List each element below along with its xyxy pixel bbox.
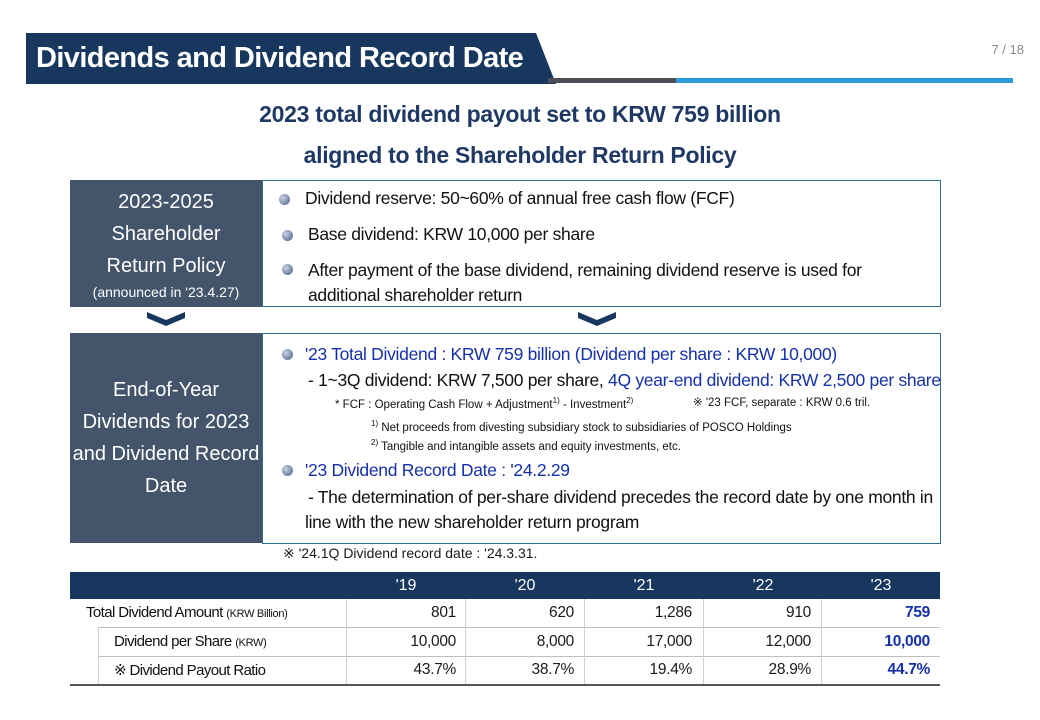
column-header-2021: '21: [633, 577, 655, 594]
column-header-2022: '22: [752, 577, 774, 594]
year-end-content-box: [262, 333, 941, 544]
table-row-label-payout: ※ Dividend Payout Ratio: [114, 662, 266, 679]
footnote-1-text: Net proceeds from divesting subsidiary s…: [381, 421, 792, 434]
quarterly-dividend-part: - 1~3Q dividend: KRW 7,500 per share,: [308, 370, 609, 390]
determination-line-1: - The determination of per-share dividen…: [308, 487, 933, 507]
column-divider: [821, 599, 822, 684]
table-cell: 19.4%: [649, 661, 693, 678]
footnote-2-marker: 2): [371, 438, 379, 447]
subtitle-line-2: aligned to the Shareholder Return Policy: [303, 142, 737, 168]
policy-bullet-remaining-cont: additional shareholder return: [308, 285, 523, 305]
chevron-down-icon: [147, 312, 185, 326]
table-cell: 910: [786, 604, 811, 621]
page-number: 7 / 18: [991, 42, 1024, 57]
table-cell: 620: [549, 604, 574, 621]
column-header-2020: '20: [514, 577, 536, 594]
header-rule-dark: [548, 78, 676, 83]
column-header-2023: '23: [870, 577, 892, 594]
policy-label-line-2: Shareholder: [111, 223, 221, 245]
footnote-2: 2) Tangible and intangible assets and eq…: [371, 438, 681, 453]
footnote-1: 1) Net proceeds from divesting subsidiar…: [371, 419, 792, 434]
fcf-formula-sup-1: 1): [552, 396, 560, 405]
fcf-formula-sup-2: 2): [626, 396, 634, 405]
table-cell: 12,000: [765, 633, 811, 650]
total-label-unit: (KRW Billion): [226, 608, 288, 620]
column-divider: [346, 599, 347, 684]
policy-label: 2023-2025 Shareholder Return Policy: [70, 186, 262, 282]
subtitle-line-1: 2023 total dividend payout set to KRW 75…: [259, 101, 781, 127]
policy-bullet-reserve: Dividend reserve: 50~60% of annual free …: [305, 188, 735, 208]
table-cell: 8,000: [536, 633, 575, 650]
chevron-down-icon: [578, 312, 616, 326]
table-cell-highlight: 759: [905, 604, 930, 621]
policy-label-line-1: 2023-2025: [118, 191, 214, 213]
fcf-formula-b: - Investment: [559, 398, 627, 411]
footnote-2-text: Tangible and intangible assets and equit…: [381, 440, 681, 453]
table-cell: 10,000: [410, 633, 456, 650]
year-end-label-line-3: and Dividend Record: [72, 443, 260, 465]
table-header: [70, 572, 940, 599]
row-divider: [98, 656, 940, 657]
bullet-icon: [282, 230, 293, 241]
table-cell: 1,286: [654, 604, 693, 621]
column-divider: [584, 599, 585, 684]
year-end-label: End-of-Year Dividends for 2023 and Divid…: [70, 374, 262, 502]
dps-label-unit: (KRW): [235, 637, 267, 649]
table-row-label-total: Total Dividend Amount (KRW Billion): [86, 604, 288, 621]
footnote-1-marker: 1): [371, 419, 379, 428]
table-cell-highlight: 44.7%: [887, 661, 931, 678]
year-end-label-line-4: Date: [144, 475, 188, 497]
policy-bullet-base: Base dividend: KRW 10,000 per share: [308, 224, 595, 244]
table-cell: 801: [431, 604, 456, 621]
total-dividend-headline: '23 Total Dividend : KRW 759 billion (Di…: [305, 344, 837, 364]
determination-line-2: line with the new shareholder return pro…: [305, 512, 640, 532]
fcf-formula: * FCF : Operating Cash Flow + Adjustment…: [335, 396, 633, 411]
table-bottom-rule: [70, 684, 940, 686]
year-end-label-box: [70, 333, 262, 543]
year-end-label-line-2: Dividends for 2023: [82, 411, 250, 433]
table-cell-highlight: 10,000: [884, 633, 930, 650]
header-rule-blue: [676, 78, 1013, 83]
title-banner: [26, 33, 556, 84]
dps-label-text: Dividend per Share: [114, 633, 232, 650]
policy-content-box: [262, 180, 941, 307]
page-title: Dividends and Dividend Record Date: [36, 42, 524, 74]
bullet-icon: [279, 194, 290, 205]
year-end-label-line-1: End-of-Year: [113, 379, 219, 401]
bullet-icon: [282, 264, 293, 275]
bullet-icon: [282, 465, 293, 476]
policy-bullet-remaining: After payment of the base dividend, rema…: [308, 260, 862, 280]
column-header-2019: '19: [395, 577, 417, 594]
table-row-label-dps: Dividend per Share (KRW): [114, 633, 267, 650]
year-end-dividend-part: 4Q year-end dividend: KRW 2,500 per shar…: [608, 370, 941, 390]
policy-label-box: [70, 180, 262, 307]
record-date-headline: '23 Dividend Record Date : '24.2.29: [305, 460, 570, 480]
table-cell: 28.9%: [768, 661, 812, 678]
q1-record-date-note: ※ '24.1Q Dividend record date : '24.3.31…: [283, 545, 538, 561]
column-divider: [98, 627, 99, 684]
row-divider: [98, 627, 940, 628]
total-label-text: Total Dividend Amount: [86, 604, 223, 621]
policy-label-line-3: Return Policy: [106, 255, 226, 277]
bullet-icon: [282, 349, 293, 360]
fcf-formula-a: * FCF : Operating Cash Flow + Adjustment: [335, 398, 553, 411]
quarterly-dividend-line: - 1~3Q dividend: KRW 7,500 per share, 4Q…: [308, 370, 941, 391]
column-divider: [703, 599, 704, 684]
column-divider: [465, 599, 466, 684]
policy-announce-note: (announced in '23.4.27): [92, 284, 240, 300]
fcf-note: ※ '23 FCF, separate : KRW 0.6 tril.: [693, 397, 871, 409]
table-cell: 17,000: [646, 633, 692, 650]
table-cell: 38.7%: [531, 661, 575, 678]
table-cell: 43.7%: [413, 661, 457, 678]
